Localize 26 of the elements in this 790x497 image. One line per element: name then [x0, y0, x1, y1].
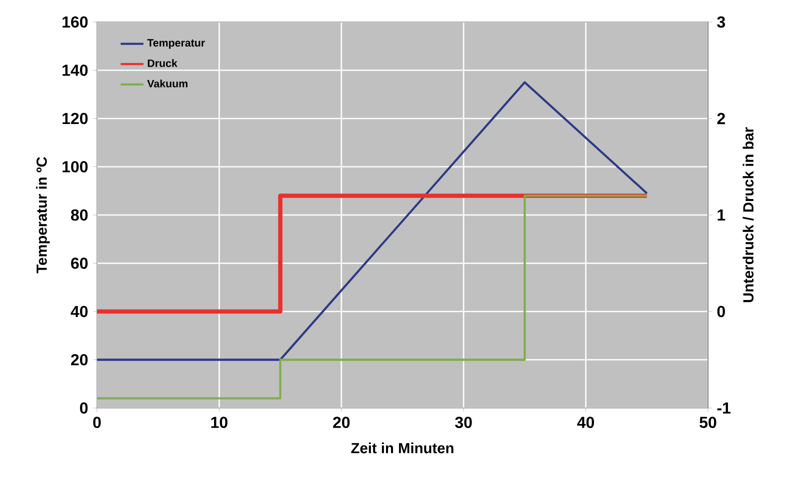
y2-tick-label: 3	[717, 16, 726, 28]
y2-tick-label: -1	[717, 402, 730, 414]
y-tick-label: 60	[71, 258, 88, 269]
x-tick-label: 20	[333, 416, 350, 428]
x-tick-label: 40	[577, 416, 594, 428]
x-tick-label: 0	[93, 416, 101, 428]
y-tick-label: 160	[62, 16, 88, 28]
y-tick-label: 40	[70, 306, 88, 318]
y-axis-title: Temperatur in ºC	[36, 157, 50, 274]
x-tick-label: 30	[455, 416, 472, 428]
y2-tick-label: 1	[718, 210, 726, 221]
y-tick-label: 0	[80, 402, 88, 414]
x-tick-label: 50	[700, 416, 716, 428]
y-tick-label: 120	[62, 112, 88, 124]
y2-tick-label: 2	[717, 112, 725, 124]
y-tick-label: 20	[71, 354, 88, 366]
y2-tick-label: 0	[717, 306, 725, 318]
x-axis-title: Zeit in Minuten	[351, 442, 454, 454]
y-tick-label: 140	[62, 64, 88, 76]
x-tick-label: 10	[211, 416, 228, 428]
legend-label: Temperatur	[147, 39, 205, 49]
y2-axis-title: Unterdruck / Druck in bar	[742, 127, 754, 302]
legend-label: Druck	[148, 59, 178, 68]
y-tick-label: 100	[62, 161, 88, 172]
y-tick-label: 80	[70, 209, 88, 221]
legend-label: Vakuum	[147, 80, 188, 88]
